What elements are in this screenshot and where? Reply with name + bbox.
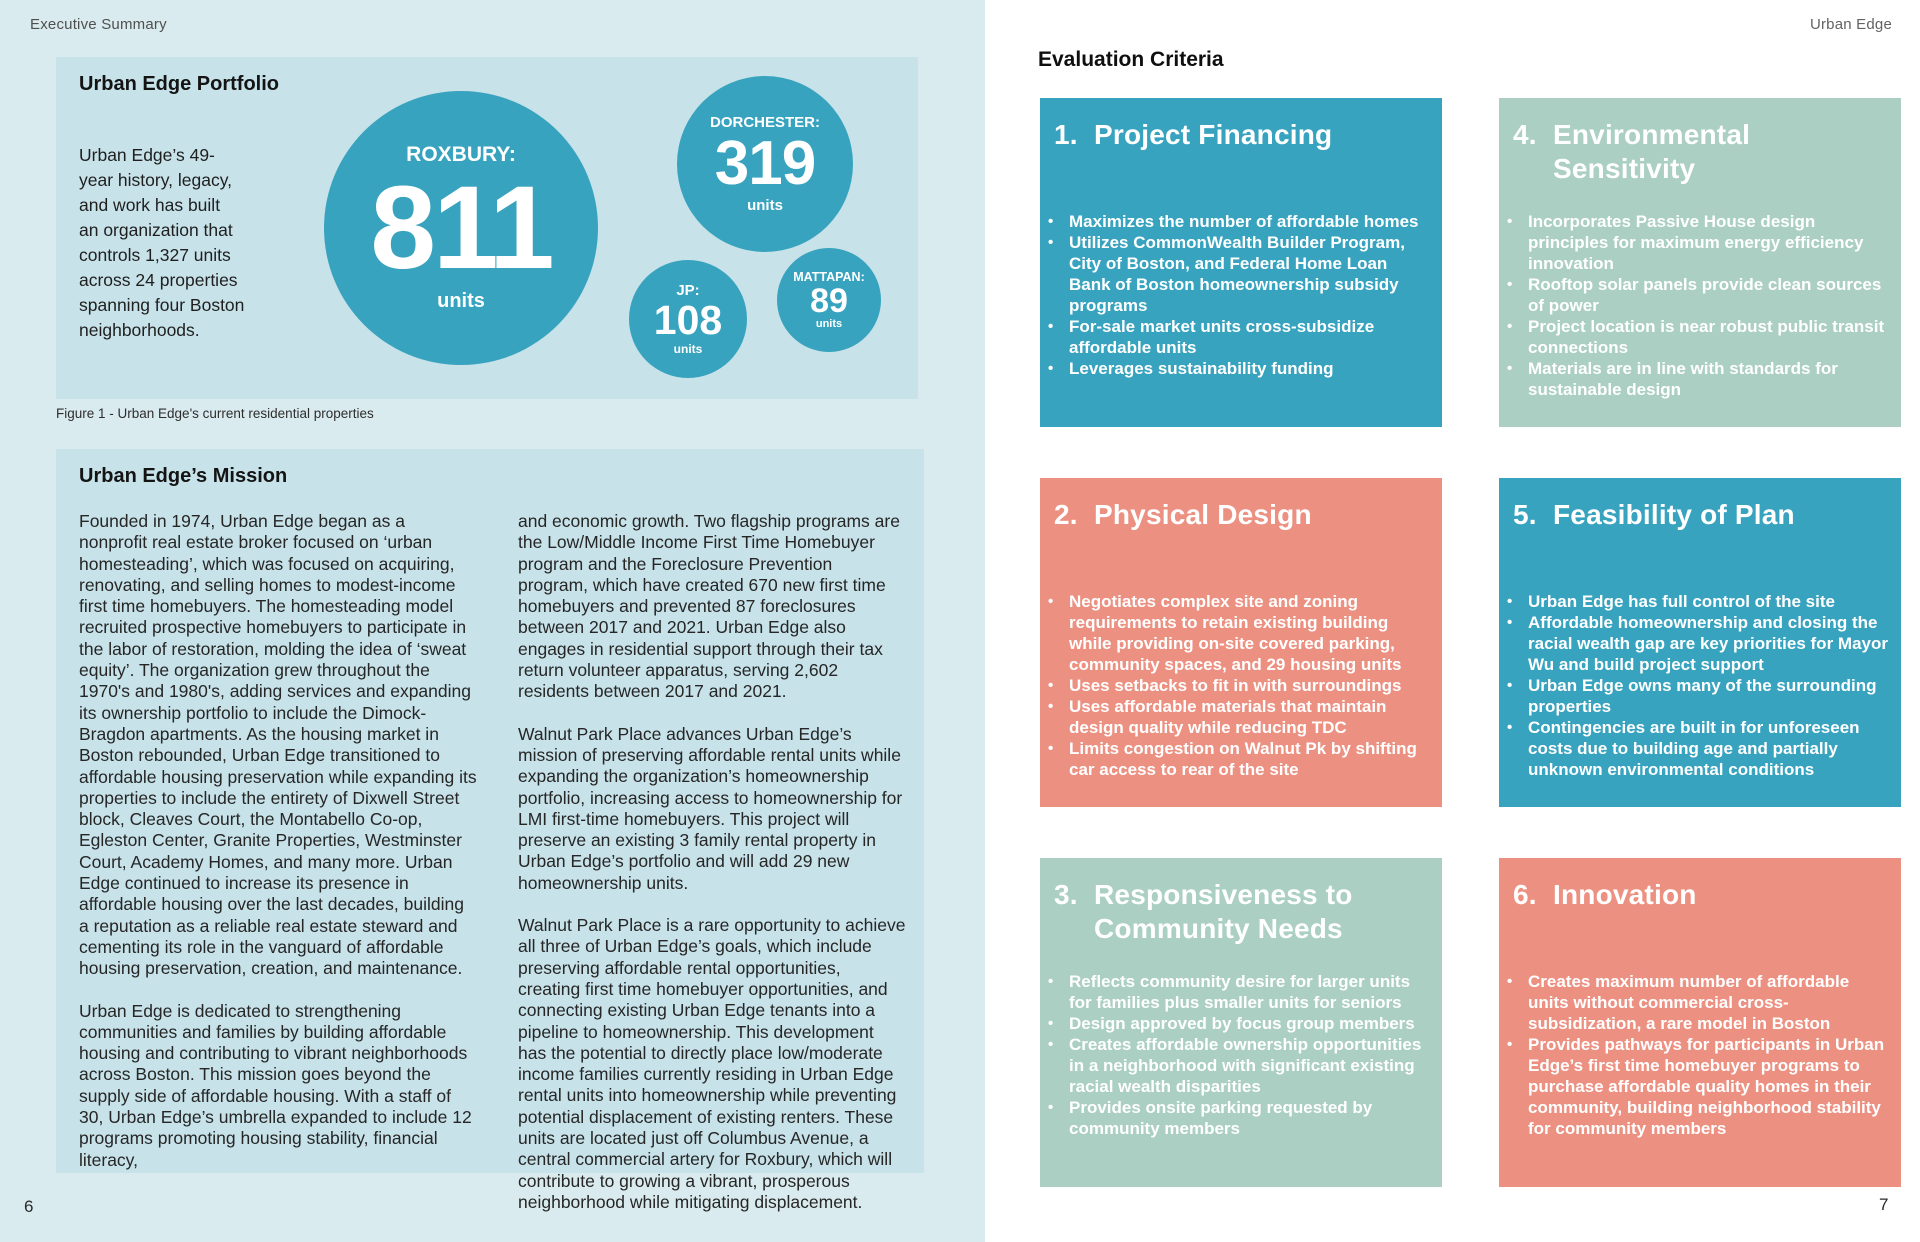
card-title: 6. Innovation <box>1513 878 1891 912</box>
mission-paragraph: Founded in 1974, Urban Edge began as a n… <box>79 511 477 979</box>
bubble-units: units <box>815 318 843 331</box>
bubble-label: JP: <box>676 282 700 300</box>
portfolio-title: Urban Edge Portfolio <box>79 73 279 95</box>
bubble-units: units <box>437 290 485 313</box>
bullet-item: Maximizes the number of affordable homes <box>1046 211 1430 232</box>
bullet-item: Affordable homeownership and closing the… <box>1505 612 1889 675</box>
card-bullet-list: Urban Edge has full control of the site … <box>1505 591 1889 780</box>
card-feasibility-of-plan: 5. Feasibility of Plan Urban Edge has fu… <box>1499 478 1901 807</box>
bullet-item: Uses setbacks to fit in with surrounding… <box>1046 675 1430 696</box>
card-number: 1. <box>1054 119 1078 150</box>
card-bullet-list: Reflects community desire for larger uni… <box>1046 971 1430 1139</box>
card-title-text: Responsiveness to Community Needs <box>1094 879 1353 944</box>
bullet-item: Contingencies are built in for unforesee… <box>1505 717 1889 780</box>
evaluation-criteria-heading: Evaluation Criteria <box>1038 48 1224 71</box>
card-title-text: Physical Design <box>1094 499 1312 530</box>
bullet-item: Negotiates complex site and zoning requi… <box>1046 591 1430 675</box>
card-environmental-sensitivity: 4. Environmental Sensitivity Incorporate… <box>1499 98 1901 427</box>
card-title-text: Environmental Sensitivity <box>1553 119 1751 184</box>
card-responsiveness-to-community-needs: 3. Responsiveness to Community Needs Ref… <box>1040 858 1442 1187</box>
portfolio-body: Urban Edge’s 49- year history, legacy, a… <box>79 145 245 340</box>
mission-paragraph: Walnut Park Place advances Urban Edge’s … <box>518 723 903 893</box>
bubble-mattapan: MATTAPAN: 89 units <box>777 248 881 352</box>
bullet-item: Uses affordable materials that maintain … <box>1046 696 1430 738</box>
mission-paragraph: Walnut Park Place is a rare opportunity … <box>518 915 906 1212</box>
card-bullet-list: Negotiates complex site and zoning requi… <box>1046 591 1430 780</box>
bullet-item: Reflects community desire for larger uni… <box>1046 971 1430 1013</box>
bubble-units: units <box>673 341 703 356</box>
figure-caption: Figure 1 - Urban Edge's current resident… <box>56 406 374 421</box>
card-number: 2. <box>1054 499 1078 530</box>
bullet-item: Project location is near robust public t… <box>1505 316 1889 358</box>
card-physical-design: 2. Physical Design Negotiates complex si… <box>1040 478 1442 807</box>
bubble-label: MATTAPAN: <box>793 269 865 284</box>
bullet-item: Urban Edge has full control of the site <box>1505 591 1889 612</box>
bubble-label: ROXBURY: <box>406 142 516 166</box>
running-header-left: Executive Summary <box>30 16 167 33</box>
card-innovation: 6. Innovation Creates maximum number of … <box>1499 858 1901 1187</box>
card-title-text: Feasibility of Plan <box>1553 499 1795 530</box>
portfolio-panel: Urban Edge Portfolio Urban Edge’s 49- ye… <box>56 57 918 399</box>
bullet-item: Leverages sustainability funding <box>1046 358 1430 379</box>
bullet-item: Utilizes CommonWealth Builder Program, C… <box>1046 232 1430 316</box>
bubble-units: units <box>747 196 783 214</box>
mission-panel: Urban Edge’s Mission Founded in 1974, Ur… <box>56 449 924 1212</box>
mission-column-2: and economic growth. Two flagship progra… <box>518 511 906 1234</box>
card-title: 4. Environmental Sensitivity <box>1513 118 1891 186</box>
bullet-item: Design approved by focus group members <box>1046 1013 1430 1034</box>
bubble-value: 811 <box>370 161 554 294</box>
bubble-value: 89 <box>810 281 848 320</box>
card-title-text: Project Financing <box>1094 119 1333 150</box>
mission-paragraph: and economic growth. Two flagship progra… <box>518 511 900 702</box>
running-header-right: Urban Edge <box>1809 16 1892 33</box>
card-bullet-list: Maximizes the number of affordable homes… <box>1046 211 1430 379</box>
card-project-financing: 1. Project Financing Maximizes the numbe… <box>1040 98 1442 427</box>
bullet-item: For-sale market units cross-subsidize af… <box>1046 316 1430 358</box>
bullet-item: Creates affordable ownership opportuniti… <box>1046 1034 1430 1097</box>
bullet-item: Materials are in line with standards for… <box>1505 358 1889 400</box>
mission-paragraph: Urban Edge is dedicated to strengthening… <box>79 1000 472 1170</box>
card-number: 6. <box>1513 879 1537 910</box>
bubble-dorchester: DORCHESTER: 319 units <box>677 76 853 252</box>
card-title-text: Innovation <box>1553 879 1697 910</box>
bubble-jp: JP: 108 units <box>629 260 747 378</box>
bullet-item: Rooftop solar panels provide clean sourc… <box>1505 274 1889 316</box>
card-title: 3. Responsiveness to Community Needs <box>1054 878 1432 946</box>
bullet-item: Incorporates Passive House design princi… <box>1505 211 1889 274</box>
card-bullet-list: Creates maximum number of affordable uni… <box>1505 971 1889 1139</box>
card-number: 3. <box>1054 879 1078 910</box>
bullet-item: Creates maximum number of affordable uni… <box>1505 971 1889 1034</box>
bullet-item: Provides pathways for participants in Ur… <box>1505 1034 1889 1139</box>
mission-title: Urban Edge’s Mission <box>79 465 288 487</box>
left-page: Executive Summary Urban Edge Portfolio U… <box>0 0 985 1242</box>
bubble-label: DORCHESTER: <box>709 114 820 132</box>
card-title: 1. Project Financing <box>1054 118 1432 152</box>
bubble-roxbury: ROXBURY: 811 units <box>324 91 598 365</box>
bubble-value: 319 <box>714 129 816 199</box>
page-number-left: 6 <box>24 1197 34 1216</box>
card-title: 5. Feasibility of Plan <box>1513 498 1891 532</box>
mission-column-1: Founded in 1974, Urban Edge began as a n… <box>79 511 477 1192</box>
bullet-item: Urban Edge owns many of the surrounding … <box>1505 675 1889 717</box>
page-number-right: 7 <box>1879 1195 1889 1214</box>
bubble-value: 108 <box>653 297 723 344</box>
card-number: 4. <box>1513 119 1537 150</box>
right-page: Urban Edge Evaluation Criteria 1. Projec… <box>985 0 1920 1242</box>
card-number: 5. <box>1513 499 1537 530</box>
bullet-item: Provides onsite parking requested by com… <box>1046 1097 1430 1139</box>
bullet-item: Limits congestion on Walnut Pk by shifti… <box>1046 738 1430 780</box>
card-title: 2. Physical Design <box>1054 498 1432 532</box>
card-bullet-list: Incorporates Passive House design princi… <box>1505 211 1889 400</box>
